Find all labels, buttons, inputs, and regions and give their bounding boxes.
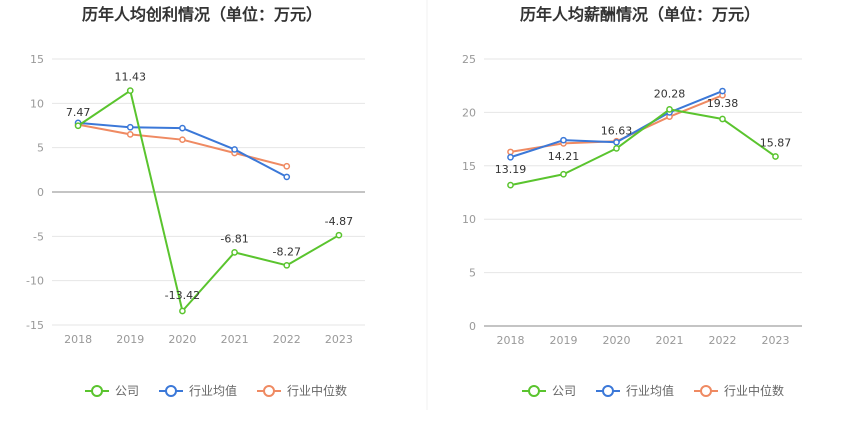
y-tick-label: 0 <box>37 186 44 199</box>
data-point-company <box>666 106 673 113</box>
data-label: 13.19 <box>495 163 527 176</box>
x-tick-label: 2019 <box>116 333 144 346</box>
data-label: 15.87 <box>760 137 792 150</box>
legend-label: 行业均值 <box>626 383 674 398</box>
legend-label: 公司 <box>115 384 139 398</box>
legend-label: 公司 <box>552 384 576 398</box>
y-tick-label: 0 <box>469 320 476 333</box>
data-label: -8.27 <box>273 245 301 258</box>
data-label: 14.21 <box>548 150 580 163</box>
data-point-industry-mean <box>719 87 726 95</box>
y-tick-label: -10 <box>26 275 44 288</box>
data-label: -13.42 <box>165 289 200 302</box>
data-point-company <box>507 181 514 189</box>
y-tick-label: 5 <box>37 142 44 155</box>
data-point-industry-median <box>283 162 291 170</box>
data-point-company <box>335 231 343 239</box>
data-point-company <box>126 87 134 95</box>
data-label: 19.38 <box>707 97 739 110</box>
x-tick-label: 2021 <box>221 333 249 346</box>
data-point-company <box>719 115 726 123</box>
data-point-industry-median <box>126 131 134 138</box>
data-point-industry-mean <box>126 123 134 131</box>
data-point-company <box>560 170 567 178</box>
data-point-company <box>179 307 186 315</box>
data-label: 11.43 <box>115 71 147 84</box>
legend-marker <box>263 385 275 397</box>
series-line-company <box>77 89 340 312</box>
y-tick-label: 25 <box>462 53 476 66</box>
data-point-industry-mean <box>613 138 620 146</box>
data-point-industry-mean <box>283 173 291 181</box>
data-point-company <box>74 122 82 130</box>
x-tick-label: 2020 <box>168 333 196 346</box>
series-line-company <box>510 108 777 187</box>
y-tick-label: 10 <box>30 97 44 110</box>
legend-industry-mean: 行业均值 <box>159 383 237 398</box>
data-label: 20.28 <box>654 87 686 100</box>
chart-title: 历年人均创利情况（单位：万元） <box>82 5 322 24</box>
legend-industry-median: 行业中位数 <box>257 383 347 398</box>
x-tick-label: 2022 <box>709 334 737 347</box>
data-label: 7.47 <box>66 106 91 119</box>
profit-chart: 历年人均创利情况（单位：万元） 15 10 5 0 -5 -10 -15 2018 2019 202… <box>26 5 365 398</box>
legend-label: 行业均值 <box>189 383 237 398</box>
x-tick-label: 2018 <box>497 334 525 347</box>
x-tick-label: 2022 <box>273 333 301 346</box>
y-tick-label: -15 <box>26 319 44 332</box>
legend-marker <box>700 385 712 397</box>
data-label: 16.63 <box>601 124 633 137</box>
legend-marker <box>91 385 103 397</box>
data-point-industry-mean <box>507 153 514 161</box>
legend-company: 公司 <box>522 384 576 398</box>
legend-label: 行业中位数 <box>724 383 784 398</box>
x-tick-label: 2021 <box>656 334 684 347</box>
legend-marker <box>528 385 540 397</box>
data-point-industry-median <box>507 148 514 156</box>
data-point-industry-mean <box>231 146 238 153</box>
legend-company: 公司 <box>85 384 139 398</box>
legend-marker <box>165 385 177 397</box>
salary-chart: 历年人均薪酬情况（单位：万元） 25 20 15 10 5 0 2018 2019 2020 202… <box>462 5 802 398</box>
legend-industry-median: 行业中位数 <box>694 383 784 398</box>
x-tick-label: 2023 <box>325 333 353 346</box>
y-tick-label: 20 <box>462 106 476 119</box>
x-tick-label: 2020 <box>603 334 631 347</box>
data-point-company <box>231 249 238 256</box>
data-point-company <box>772 153 779 160</box>
y-tick-label: 15 <box>30 53 44 66</box>
data-label: -6.81 <box>220 232 248 245</box>
legend-label: 行业中位数 <box>287 383 347 398</box>
legend-industry-mean: 行业均值 <box>596 383 674 398</box>
data-point-industry-mean <box>179 124 186 132</box>
chart-title: 历年人均薪酬情况（单位：万元） <box>520 5 760 24</box>
data-label: -4.87 <box>325 215 353 228</box>
data-point-company <box>283 261 291 269</box>
x-tick-label: 2018 <box>64 333 92 346</box>
data-point-industry-median <box>179 136 186 144</box>
data-point-industry-mean <box>560 136 567 144</box>
y-tick-label: 15 <box>462 160 476 173</box>
legend-marker <box>602 385 614 397</box>
y-tick-label: 10 <box>462 213 476 226</box>
x-tick-label: 2023 <box>762 334 790 347</box>
y-tick-label: 5 <box>469 267 476 280</box>
data-point-company <box>613 145 620 152</box>
y-tick-label: -5 <box>33 230 44 243</box>
x-tick-label: 2019 <box>550 334 578 347</box>
